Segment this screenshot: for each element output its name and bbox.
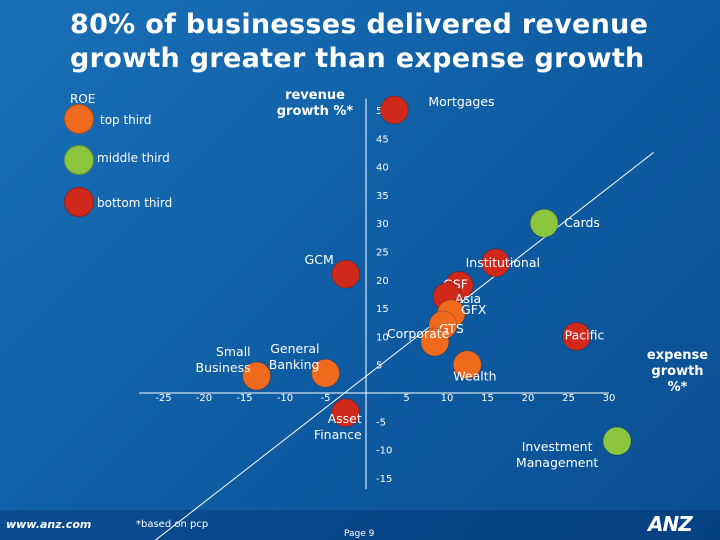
data-label-corporate: Corporate [387, 326, 450, 341]
y-tick-label: 25 [376, 248, 389, 259]
data-point-wealth [452, 350, 482, 380]
legend-label-bottom-third: bottom third [97, 196, 173, 210]
data-label-cards: Cards [564, 215, 600, 230]
x-tick-label: 15 [481, 393, 494, 404]
y-tick-label: -5 [376, 417, 386, 428]
x-tick-label: -10 [277, 393, 293, 404]
legend-label-top-third: top third [100, 113, 152, 127]
y-tick-label: -15 [376, 474, 392, 485]
data-label-institutional: Institutional [466, 255, 540, 270]
y-tick-label: 45 [376, 134, 389, 145]
data-label-wealth: Wealth [453, 369, 496, 384]
data-label-investment-management: Investment Management [516, 439, 598, 470]
page-number: Page 9 [344, 529, 375, 539]
y-tick-label: 40 [376, 163, 389, 174]
x-tick-label: -15 [236, 393, 252, 404]
x-tick-label: 10 [441, 393, 454, 404]
x-tick-label: 30 [603, 393, 616, 404]
y-tick-label: 5 [376, 361, 382, 372]
y-tick-label: 30 [376, 219, 389, 230]
x-tick-label: 5 [403, 393, 409, 404]
data-label-gfx: GFX [461, 302, 487, 317]
data-point-cards [529, 208, 559, 238]
data-point-investment-management [602, 426, 632, 456]
x-tick-label: -25 [155, 393, 171, 404]
anz-logo: ANZ [648, 512, 693, 536]
y-tick-label: 20 [376, 276, 389, 287]
data-point-corporate [420, 327, 450, 357]
y-axis-title: revenue growth %* [276, 88, 354, 119]
x-tick-label: 20 [522, 393, 535, 404]
reference-line [155, 152, 654, 540]
data-point-general-banking [311, 358, 340, 388]
data-point-asset-finance [331, 398, 361, 428]
legend-label-middle-third: middle third [97, 151, 170, 165]
data-label-asia: Asia [455, 291, 481, 306]
data-point-small-business [242, 361, 272, 391]
y-tick-label: 10 [376, 332, 389, 343]
data-point-mortgages [379, 95, 409, 125]
data-point-gcm [331, 259, 361, 289]
x-axis-title: expense growth %* [646, 348, 709, 395]
footer-bar [0, 510, 720, 540]
data-label-pacific: Pacific [565, 327, 605, 342]
legend-dot-bottom-third [64, 187, 94, 217]
footer-url: www.anz.com [6, 518, 92, 531]
data-label-small-business: Small Business [196, 344, 251, 375]
data-label-gts: GTS [439, 321, 464, 336]
x-tick-label: -20 [196, 393, 212, 404]
footnote: *based on pcp [136, 519, 209, 530]
legend-heading: ROE [70, 92, 96, 106]
data-label-asset-finance: Asset Finance [314, 411, 362, 442]
x-tick-label: -5 [321, 393, 331, 404]
y-tick-label: 15 [376, 304, 389, 315]
legend-dot-middle-third [64, 145, 94, 175]
data-label-general-banking: General Banking [269, 341, 320, 372]
x-tick-label: 25 [562, 393, 575, 404]
data-label-mortgages: Mortgages [428, 94, 494, 109]
legend-dot-top-third [64, 104, 94, 134]
data-label-gcm: GCM [305, 252, 334, 267]
data-point-pacific [562, 321, 592, 351]
y-tick-label: 35 [376, 191, 389, 202]
data-point-institutional [481, 248, 511, 278]
page-title: 80% of businesses delivered revenue grow… [70, 9, 649, 74]
y-tick-label: -10 [376, 446, 392, 457]
